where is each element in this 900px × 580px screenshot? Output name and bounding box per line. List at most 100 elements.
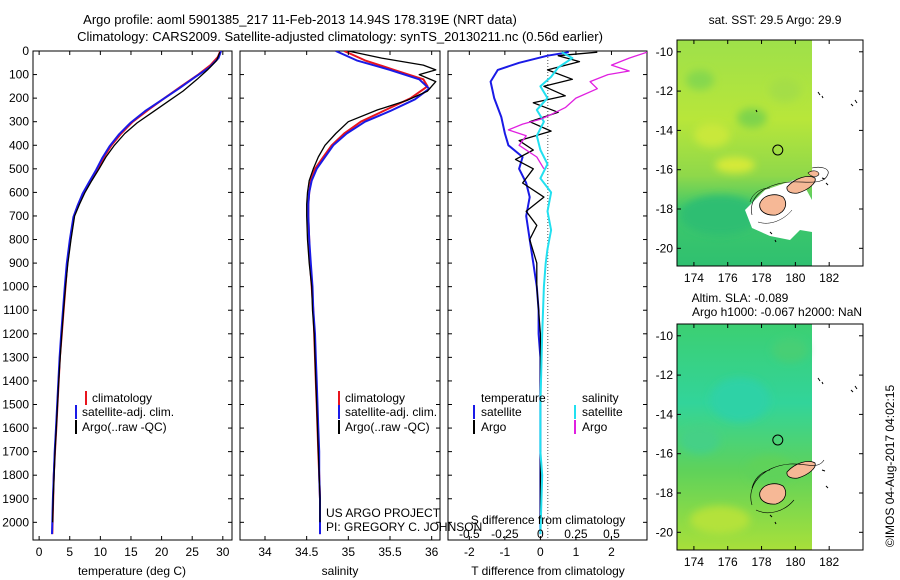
- x-tick-label: 30: [216, 545, 230, 559]
- x-tick-label: 35: [342, 545, 356, 559]
- legend-label-s-argo: Argo: [582, 420, 608, 434]
- temperature-legend: climatology satellite-adj. clim. Argo(..…: [75, 391, 174, 434]
- difference-series-s_argo: [507, 51, 647, 170]
- s-diff-tick-label: 0.25: [564, 527, 588, 541]
- x-tick-label: 2: [608, 545, 615, 559]
- legend-title-salinity: salinity: [582, 391, 619, 405]
- y-tick-label: 100: [9, 68, 29, 82]
- map-x-tick-label: 178: [752, 555, 772, 569]
- y-tick-label: 1100: [3, 303, 29, 317]
- s-diff-tick-label: -0.5: [459, 527, 480, 541]
- map-x-tick-label: 182: [819, 555, 839, 569]
- argo-float-marker: [772, 144, 784, 156]
- x-tick-label: 15: [124, 545, 138, 559]
- map-y-tick-label: -14: [656, 407, 674, 421]
- y-tick-label: 1900: [2, 492, 29, 506]
- map-x-tick-label: 174: [684, 271, 704, 285]
- map-y-tick-label: -12: [656, 84, 674, 98]
- y-tick-label: 1500: [2, 397, 29, 411]
- map-x-tick-label: 182: [819, 271, 839, 285]
- salinity-legend: climatology satellite-adj. clim. Argo(..…: [338, 391, 437, 434]
- y-tick-label: 800: [9, 233, 29, 247]
- map-y-tick-label: -12: [656, 368, 674, 382]
- x-tick-label: -1: [500, 545, 511, 559]
- map-y-tick-label: -10: [656, 329, 674, 343]
- salinity-series-climatology: [307, 51, 429, 535]
- x-tick-label: 0: [36, 545, 43, 559]
- salinity-panel: 34 34.5 35 35.5 36 salinity climatology sate…: [239, 50, 482, 578]
- header-line1: Argo profile: aoml 5901385_217 11-Feb-20…: [83, 12, 517, 27]
- legend-label-climatology: climatology: [345, 391, 405, 405]
- sst-reef-contour: [751, 166, 829, 216]
- salinity-xlabel: salinity: [322, 564, 359, 578]
- legend-label-climatology: climatology: [92, 391, 152, 405]
- s-diff-tick-label: -0.25: [491, 527, 519, 541]
- x-tick-label: 10: [94, 545, 108, 559]
- y-tick-label: 300: [9, 115, 29, 129]
- s-diff-tick-label: 0: [537, 527, 544, 541]
- sst-island-vitilevu: [759, 194, 787, 216]
- salinity-series-satellite: [307, 51, 431, 535]
- y-tick-label: 2000: [2, 515, 29, 529]
- sla-map-title-2: Argo h1000: -0.067 h2000: NaN: [692, 305, 862, 319]
- legend-title-temperature: temperature: [481, 391, 546, 405]
- argo-float-marker: [772, 434, 784, 446]
- map-y-tick-label: -14: [656, 123, 674, 137]
- imos-watermark: ©IMOS 04-Aug-2017 04:02:15: [883, 385, 897, 548]
- map-x-tick-label: 180: [785, 271, 805, 285]
- legend-label-t-argo: Argo: [481, 420, 507, 434]
- s-difference-label: S difference from climatology: [471, 513, 626, 527]
- sla-island-vitilevu: [759, 483, 787, 505]
- map-x-tick-label: 176: [718, 555, 738, 569]
- map-y-tick-label: -20: [656, 241, 674, 255]
- y-tick-label: 1600: [2, 421, 29, 435]
- pi-line: PI: GREGORY C. JOHNSON: [326, 520, 482, 534]
- y-tick-label: 1000: [2, 280, 29, 294]
- sst-island-vanualevu: [786, 176, 816, 194]
- temperature-panel: 0100200300400500600700800900100011001200…: [2, 44, 233, 578]
- sst-island-taveuni: [807, 170, 820, 177]
- difference-series-t_sat: [489, 51, 569, 535]
- sst-reef-contour-2: [749, 187, 793, 224]
- salinity-series-argo: [306, 51, 437, 523]
- y-tick-label: 500: [9, 162, 29, 176]
- sst-patches: [680, 70, 801, 235]
- map-y-tick-label: -10: [656, 45, 674, 59]
- project-line: US ARGO PROJECT: [326, 506, 441, 520]
- map-x-tick-label: 174: [684, 555, 704, 569]
- temperature-series-argo: [51, 51, 221, 523]
- map-x-tick-label: 180: [785, 555, 805, 569]
- y-tick-label: 1300: [2, 350, 29, 364]
- x-tick-label: 20: [155, 545, 169, 559]
- map-x-tick-label: 178: [752, 271, 772, 285]
- t-difference-xlabel: T difference from climatology: [471, 564, 625, 578]
- x-tick-label: 35.5: [378, 545, 402, 559]
- sst-map: sat. SST: 29.5 Argo: 29.9 174 176 178 180 18…: [656, 13, 864, 285]
- y-tick-label: 1700: [2, 445, 29, 459]
- temperature-xlabel: temperature (deg C): [78, 564, 186, 578]
- x-tick-label: -2: [464, 545, 475, 559]
- sla-map: Altim. SLA: -0.089 Argo h1000: -0.067 h2…: [656, 291, 864, 569]
- legend-label-t-satellite: satellite: [481, 405, 522, 419]
- x-tick-label: 34: [258, 545, 272, 559]
- y-tick-label: 400: [9, 138, 29, 152]
- x-tick-label: 25: [186, 545, 200, 559]
- legend-label-s-satellite: satellite: [582, 405, 623, 419]
- legend-label-argo: Argo(..raw -QC): [82, 420, 167, 434]
- map-x-tick-label: 176: [718, 271, 738, 285]
- difference-series-s_sat: [535, 51, 574, 535]
- x-tick-label: 5: [66, 545, 73, 559]
- difference-legend: temperature satellite Argo salinity sate…: [473, 391, 623, 434]
- sla-map-title-1: Altim. SLA: -0.089: [692, 291, 789, 305]
- y-tick-label: 600: [9, 185, 29, 199]
- header-line2: Climatology: CARS2009. Satellite-adjuste…: [77, 29, 603, 44]
- sst-small-islands: [755, 91, 858, 243]
- y-tick-label: 700: [9, 209, 29, 223]
- x-tick-label: 1: [573, 545, 580, 559]
- x-tick-label: 0: [537, 545, 544, 559]
- y-tick-label: 1400: [2, 374, 29, 388]
- x-tick-label: 34.5: [295, 545, 319, 559]
- y-tick-label: 900: [9, 256, 29, 270]
- y-tick-label: 0: [22, 44, 29, 58]
